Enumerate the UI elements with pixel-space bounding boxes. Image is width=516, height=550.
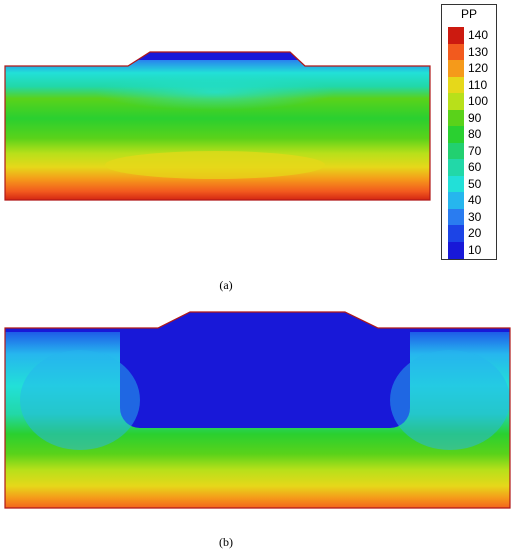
legend-label: 50: [468, 176, 482, 191]
legend-label: 60: [468, 160, 482, 174]
legend-swatch: [448, 93, 464, 110]
legend-label: 10: [468, 242, 482, 257]
legend-title: PP: [460, 7, 477, 21]
legend-swatch: [448, 60, 464, 77]
legend-label: 100: [468, 94, 489, 108]
legend-label: 110: [468, 77, 488, 92]
legend-swatch: [448, 175, 464, 193]
legend-label: 30: [468, 209, 482, 224]
colorbar-legend: PP 140 130 120 110 100 90 80 70 60 50 40 30 20 10: [441, 4, 497, 260]
legend-swatch: [448, 43, 464, 61]
panel-b-caption: (b): [219, 535, 233, 549]
legend-swatch: [448, 76, 464, 94]
legend-swatch: [448, 192, 464, 209]
legend-swatch: [448, 208, 464, 226]
panel-a-caption: (a): [219, 278, 233, 292]
legend-label: 90: [468, 110, 482, 125]
legend-swatch: [448, 241, 464, 259]
legend-swatch: [448, 109, 464, 127]
panel-a-plot: [4, 51, 431, 201]
legend-swatch: [448, 142, 464, 160]
legend-swatch: [448, 27, 464, 44]
legend-label: 40: [468, 193, 482, 207]
legend-label: 20: [468, 226, 482, 240]
panel-b-plot: [4, 311, 511, 509]
legend-label: 80: [468, 127, 482, 141]
legend-swatch: [448, 126, 464, 143]
legend-swatch: [448, 159, 464, 176]
legend-label: 130: [468, 44, 489, 59]
legend-label: 140: [468, 28, 489, 42]
legend-label: 70: [468, 143, 482, 158]
legend-label: 120: [468, 61, 489, 75]
legend-swatch: [448, 225, 464, 242]
